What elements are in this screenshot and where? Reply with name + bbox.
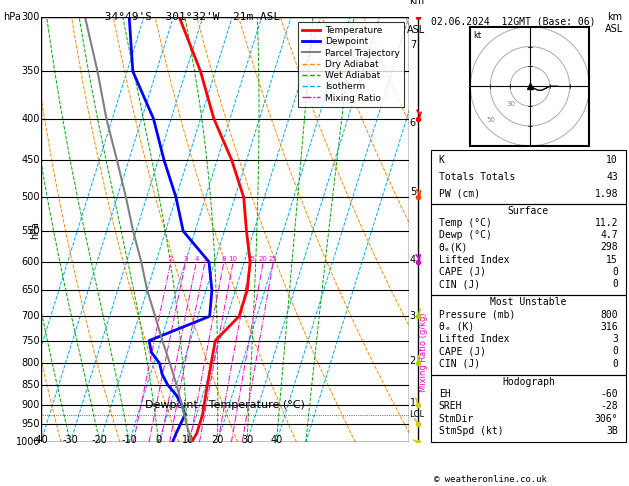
Text: 0: 0 xyxy=(612,347,618,356)
Text: 950: 950 xyxy=(21,419,40,429)
Text: 20: 20 xyxy=(211,435,224,445)
Text: -28: -28 xyxy=(601,401,618,412)
Text: 750: 750 xyxy=(21,336,40,346)
Text: 1: 1 xyxy=(409,398,416,408)
Text: 11.2: 11.2 xyxy=(594,218,618,228)
Text: -30: -30 xyxy=(62,435,78,445)
Text: Hodograph: Hodograph xyxy=(502,377,555,387)
Text: kt: kt xyxy=(473,32,481,40)
Text: StmSpd (kt): StmSpd (kt) xyxy=(438,426,503,436)
Text: CIN (J): CIN (J) xyxy=(438,279,480,289)
Text: CAPE (J): CAPE (J) xyxy=(438,347,486,356)
Text: 7: 7 xyxy=(409,40,416,50)
Text: km
ASL: km ASL xyxy=(604,12,623,34)
Text: Mixing Ratio (g/kg): Mixing Ratio (g/kg) xyxy=(419,312,428,392)
Text: K: K xyxy=(438,155,445,165)
Text: 450: 450 xyxy=(21,155,40,165)
Text: Most Unstable: Most Unstable xyxy=(490,297,567,308)
Text: 2: 2 xyxy=(409,356,416,366)
Text: 25: 25 xyxy=(269,256,278,262)
Bar xyxy=(431,375,626,442)
Text: 02.06.2024  12GMT (Base: 06): 02.06.2024 12GMT (Base: 06) xyxy=(431,17,596,27)
Text: CAPE (J): CAPE (J) xyxy=(438,267,486,277)
Text: -34°49'S  301°32'W  21m ASL: -34°49'S 301°32'W 21m ASL xyxy=(97,12,280,22)
Text: 4.7: 4.7 xyxy=(601,230,618,240)
Text: 30: 30 xyxy=(241,435,253,445)
Text: LCL: LCL xyxy=(409,410,425,419)
Text: 40: 40 xyxy=(270,435,282,445)
Text: -40: -40 xyxy=(33,435,49,445)
Text: 800: 800 xyxy=(21,359,40,368)
Text: 550: 550 xyxy=(21,226,40,236)
Text: 1.98: 1.98 xyxy=(594,189,618,199)
Text: 20: 20 xyxy=(259,256,268,262)
Text: 600: 600 xyxy=(21,257,40,267)
Text: 3: 3 xyxy=(409,311,416,321)
Text: Lifted Index: Lifted Index xyxy=(438,334,509,344)
Text: 10: 10 xyxy=(182,435,194,445)
Text: 400: 400 xyxy=(21,114,40,123)
Text: Dewpoint / Temperature (°C): Dewpoint / Temperature (°C) xyxy=(145,400,305,410)
Text: 298: 298 xyxy=(601,243,618,252)
Text: θₑ(K): θₑ(K) xyxy=(438,243,468,252)
Text: 350: 350 xyxy=(21,67,40,76)
Text: 316: 316 xyxy=(601,322,618,332)
Text: 3B: 3B xyxy=(606,426,618,436)
Text: 4: 4 xyxy=(194,256,199,262)
Text: 6: 6 xyxy=(409,118,416,128)
Text: Temp (°C): Temp (°C) xyxy=(438,218,491,228)
Text: 43: 43 xyxy=(606,172,618,182)
Text: 5: 5 xyxy=(203,256,207,262)
Text: 1000: 1000 xyxy=(16,437,40,447)
Bar xyxy=(431,295,626,375)
Text: SREH: SREH xyxy=(438,401,462,412)
Text: hPa: hPa xyxy=(3,12,21,22)
Text: 15: 15 xyxy=(606,255,618,265)
Text: 900: 900 xyxy=(21,400,40,410)
Text: 10: 10 xyxy=(229,256,238,262)
Text: 650: 650 xyxy=(21,285,40,295)
Text: Lifted Index: Lifted Index xyxy=(438,255,509,265)
Text: ASL: ASL xyxy=(407,25,425,35)
Text: Dewp (°C): Dewp (°C) xyxy=(438,230,491,240)
Text: 0: 0 xyxy=(155,435,162,445)
Text: 500: 500 xyxy=(21,192,40,203)
Text: 5: 5 xyxy=(409,187,416,197)
Text: 0: 0 xyxy=(612,279,618,289)
Text: -60: -60 xyxy=(601,389,618,399)
Text: StmDir: StmDir xyxy=(438,414,474,424)
Text: 800: 800 xyxy=(601,310,618,320)
Text: km: km xyxy=(409,0,424,6)
Text: Pressure (mb): Pressure (mb) xyxy=(438,310,515,320)
Text: 3: 3 xyxy=(612,334,618,344)
Text: -10: -10 xyxy=(121,435,137,445)
Bar xyxy=(431,204,626,295)
Legend: Temperature, Dewpoint, Parcel Trajectory, Dry Adiabat, Wet Adiabat, Isotherm, Mi: Temperature, Dewpoint, Parcel Trajectory… xyxy=(298,21,404,107)
Text: hPa: hPa xyxy=(30,221,40,239)
Text: Totals Totals: Totals Totals xyxy=(438,172,515,182)
Text: 2: 2 xyxy=(169,256,173,262)
Text: 15: 15 xyxy=(246,256,255,262)
Text: 306°: 306° xyxy=(594,414,618,424)
Text: 3: 3 xyxy=(183,256,188,262)
Text: θₑ (K): θₑ (K) xyxy=(438,322,474,332)
Text: 10: 10 xyxy=(606,155,618,165)
Text: 4: 4 xyxy=(409,255,416,265)
Text: PW (cm): PW (cm) xyxy=(438,189,480,199)
Text: 700: 700 xyxy=(21,311,40,321)
Text: 300: 300 xyxy=(21,12,40,22)
Text: 0: 0 xyxy=(612,359,618,368)
Text: Surface: Surface xyxy=(508,206,549,216)
Text: © weatheronline.co.uk: © weatheronline.co.uk xyxy=(434,474,547,484)
Text: 50: 50 xyxy=(486,117,495,123)
Text: 850: 850 xyxy=(21,380,40,390)
Text: EH: EH xyxy=(438,389,450,399)
Text: 0: 0 xyxy=(612,267,618,277)
Text: CIN (J): CIN (J) xyxy=(438,359,480,368)
Text: -20: -20 xyxy=(92,435,108,445)
Text: 8: 8 xyxy=(221,256,226,262)
Bar xyxy=(431,150,626,204)
Text: 30: 30 xyxy=(506,101,515,107)
